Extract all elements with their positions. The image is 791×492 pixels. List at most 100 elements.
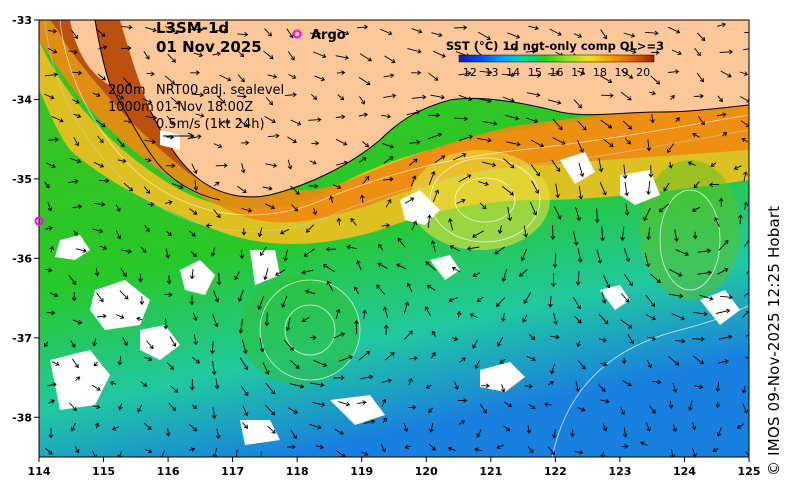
current-vector <box>164 200 173 205</box>
current-vector <box>552 118 563 131</box>
current-vector <box>650 113 655 124</box>
current-vector <box>547 381 554 386</box>
current-vector <box>505 47 519 52</box>
current-vector <box>718 239 729 251</box>
current-vector <box>70 340 76 348</box>
current-vector <box>502 96 515 103</box>
current-vector <box>120 268 127 278</box>
current-vector <box>507 206 513 222</box>
current-vector <box>575 271 581 286</box>
current-vector <box>577 120 587 131</box>
current-vector <box>96 292 104 303</box>
current-vector <box>403 423 409 432</box>
current-vector <box>91 384 101 391</box>
current-vector <box>262 185 273 191</box>
current-vector <box>335 138 348 146</box>
current-vector <box>524 383 533 389</box>
current-vector <box>598 158 604 173</box>
current-vector <box>497 336 504 347</box>
contour-1000m-label: 1000m <box>108 100 154 115</box>
current-vector <box>525 48 537 54</box>
current-vector <box>697 248 712 254</box>
argo-float-marker[interactable] <box>34 216 44 226</box>
current-vector <box>425 384 432 389</box>
current-vector <box>474 360 480 369</box>
legend-tick-20: 20 <box>636 66 650 79</box>
current-vector <box>121 24 133 30</box>
current-vector <box>668 26 681 34</box>
current-vector <box>474 447 483 452</box>
current-vector <box>97 73 106 81</box>
map-title: L3SM-1d <box>156 19 229 37</box>
current-vector <box>403 301 410 314</box>
current-vector <box>741 310 749 319</box>
current-vector <box>44 93 55 100</box>
current-vector <box>240 385 249 397</box>
current-vector <box>120 45 132 51</box>
current-vector <box>288 407 298 414</box>
current-vector <box>92 404 101 410</box>
current-vector <box>145 115 158 121</box>
current-vector <box>356 259 362 271</box>
current-vector <box>496 444 505 450</box>
current-vector <box>122 77 132 87</box>
current-vector <box>687 161 696 166</box>
current-vector <box>329 195 334 204</box>
current-vector <box>216 95 226 104</box>
current-vector <box>287 444 296 450</box>
current-vector <box>411 28 423 34</box>
current-vector <box>552 429 557 439</box>
lon-tick-115: 115 <box>92 465 115 478</box>
current-vector <box>452 153 467 161</box>
current-vector <box>241 140 250 146</box>
current-vector <box>312 207 318 216</box>
current-vector <box>48 427 54 439</box>
current-vector <box>699 294 714 301</box>
current-vector <box>44 181 50 189</box>
current-vector <box>71 291 77 302</box>
current-vector <box>71 99 80 104</box>
legend-tick-12: 12 <box>463 66 477 79</box>
warm-eddy <box>410 150 550 250</box>
land-mass <box>39 20 749 197</box>
current-vector <box>359 374 374 380</box>
current-vector <box>577 407 586 412</box>
current-vector <box>166 362 174 370</box>
current-vector <box>428 132 443 140</box>
current-vector <box>499 358 506 364</box>
current-vector <box>381 398 387 408</box>
current-vector <box>146 71 155 77</box>
current-vector <box>411 94 427 100</box>
current-vector <box>426 284 436 291</box>
current-vector <box>573 231 579 246</box>
current-vector <box>219 74 232 82</box>
current-vector <box>522 314 528 323</box>
current-vector <box>744 32 749 34</box>
current-vector <box>385 198 392 208</box>
current-vector <box>647 360 652 369</box>
current-vector <box>165 428 171 437</box>
current-vector <box>714 216 720 227</box>
current-vector <box>310 93 318 100</box>
current-vector <box>573 99 583 109</box>
current-vector <box>308 183 319 189</box>
current-vector <box>72 204 83 210</box>
current-vector <box>146 340 154 350</box>
current-vector <box>599 181 607 196</box>
current-vector <box>576 340 581 348</box>
current-vector <box>456 310 462 318</box>
current-vector <box>338 401 351 407</box>
current-vector <box>643 207 651 222</box>
current-vector <box>218 119 231 125</box>
current-vector <box>482 121 498 126</box>
current-vector <box>283 339 295 352</box>
current-vector <box>424 306 431 317</box>
current-vector <box>458 94 473 102</box>
current-vector <box>189 378 195 391</box>
current-vector <box>649 405 656 414</box>
current-vector <box>257 296 265 311</box>
current-vector <box>166 115 174 126</box>
current-vector <box>501 186 515 196</box>
current-vector <box>578 162 585 178</box>
lon-tick-122: 122 <box>544 465 567 478</box>
